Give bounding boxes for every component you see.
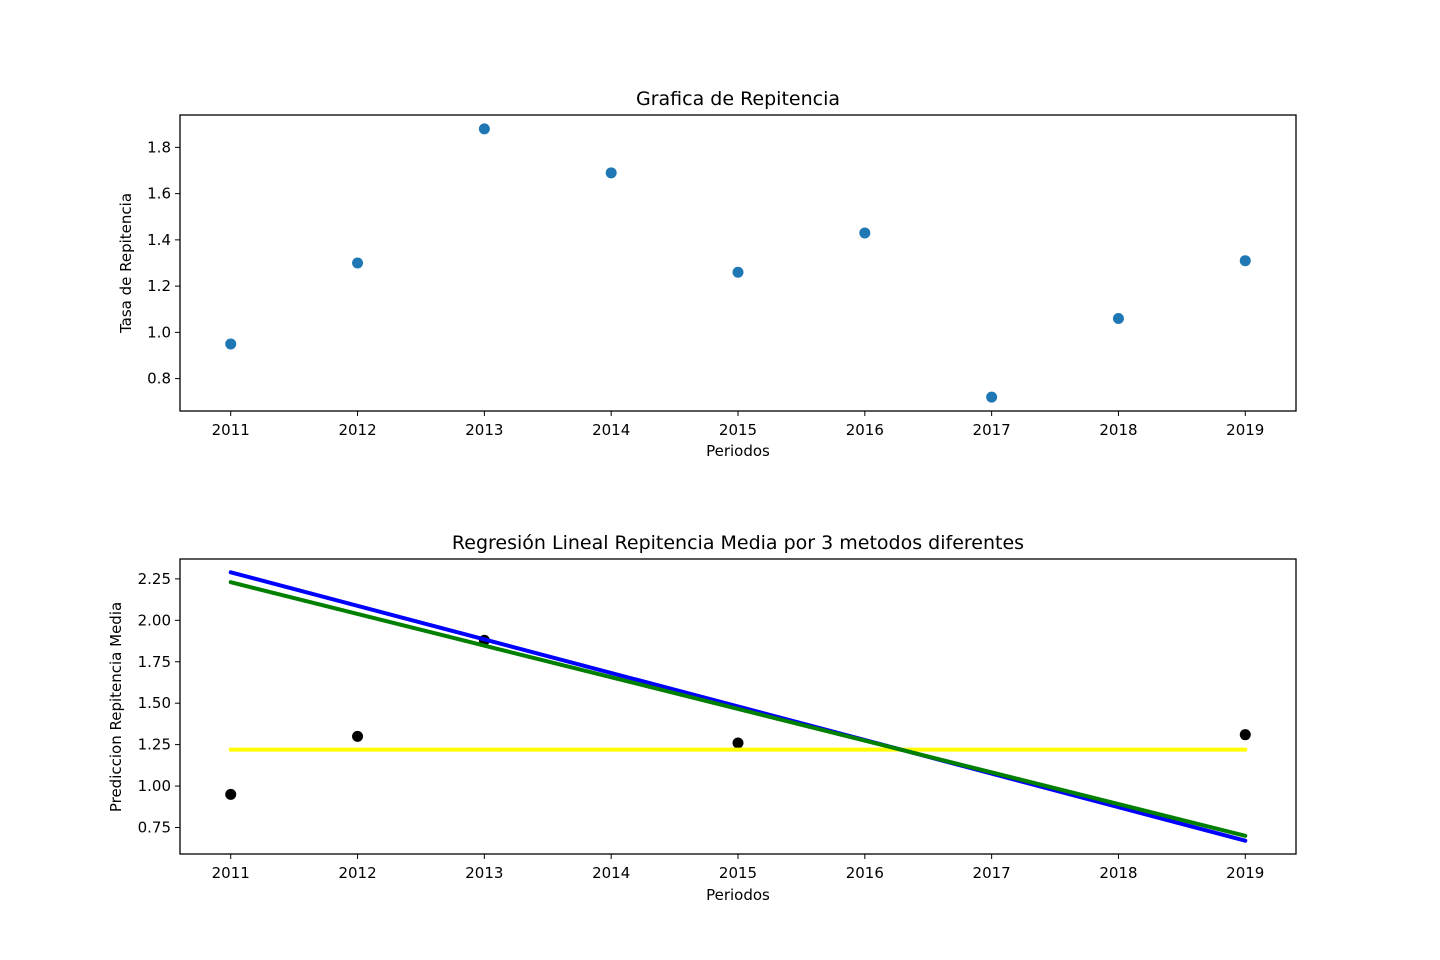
y-tick-label: 1.00 bbox=[138, 777, 171, 795]
data-point bbox=[352, 730, 364, 742]
y-tick-label: 2.00 bbox=[138, 611, 171, 629]
y-tick-label: 1.4 bbox=[147, 231, 171, 249]
y-tick-label: 1.0 bbox=[147, 323, 171, 341]
x-tick-label: 2018 bbox=[1099, 864, 1137, 882]
y-tick-label: 1.25 bbox=[138, 736, 171, 754]
x-tick-label: 2016 bbox=[846, 864, 884, 882]
y-axis-label: Tasa de Repitencia bbox=[117, 193, 135, 334]
scatter-point bbox=[1239, 255, 1251, 267]
scatter-point bbox=[732, 266, 744, 278]
y-tick-label: 2.25 bbox=[138, 570, 171, 588]
chart-title: Grafica de Repitencia bbox=[636, 88, 840, 110]
x-axis-label: Periodos bbox=[706, 886, 770, 904]
y-tick-label: 1.75 bbox=[138, 653, 171, 671]
x-axis-ticks: 2011 2012 2013 2014 2015 2016 2017 2018 2019 bbox=[212, 411, 1264, 439]
plot-area bbox=[225, 570, 1251, 843]
plot-frame bbox=[179, 114, 1297, 412]
y-axis-label: Prediccion Repitencia Media bbox=[107, 602, 125, 812]
y-tick-label: 0.8 bbox=[147, 370, 171, 388]
scatter-point bbox=[986, 391, 998, 403]
y-tick-label: 1.2 bbox=[147, 277, 171, 295]
x-tick-label: 2012 bbox=[338, 864, 376, 882]
scatter-point bbox=[478, 123, 490, 135]
scatter-point bbox=[859, 227, 871, 239]
y-axis-ticks: 0.75 1.00 1.25 1.50 1.75 2.00 2.25 bbox=[138, 570, 180, 836]
x-tick-label: 2015 bbox=[719, 864, 757, 882]
x-tick-label: 2019 bbox=[1226, 421, 1264, 439]
scatter-point bbox=[605, 167, 617, 179]
x-axis-label: Periodos bbox=[706, 442, 770, 460]
data-point bbox=[225, 788, 237, 800]
x-tick-label: 2016 bbox=[846, 421, 884, 439]
x-tick-label: 2017 bbox=[973, 421, 1011, 439]
regression-line-blue bbox=[228, 570, 1248, 843]
repitencia-scatter-chart: Grafica de Repitencia 2011 2012 2013 2014 20… bbox=[117, 88, 1297, 460]
x-tick-label: 2011 bbox=[212, 421, 250, 439]
y-axis-ticks: 0.8 1.0 1.2 1.4 1.6 1.8 bbox=[147, 138, 180, 388]
y-tick-label: 0.75 bbox=[138, 818, 171, 836]
x-tick-label: 2014 bbox=[592, 864, 630, 882]
y-tick-label: 1.50 bbox=[138, 694, 171, 712]
scatter-point bbox=[225, 338, 237, 350]
scatter-point bbox=[352, 257, 364, 269]
x-tick-label: 2013 bbox=[465, 864, 503, 882]
data-point bbox=[1239, 729, 1251, 741]
y-tick-label: 1.6 bbox=[147, 185, 171, 203]
data-point bbox=[732, 737, 744, 749]
x-tick-label: 2012 bbox=[338, 421, 376, 439]
x-tick-label: 2019 bbox=[1226, 864, 1264, 882]
x-tick-label: 2015 bbox=[719, 421, 757, 439]
x-axis-ticks: 2011 2012 2013 2014 2015 2016 2017 2018 2019 bbox=[212, 854, 1264, 882]
regression-line-green bbox=[228, 580, 1248, 838]
x-tick-label: 2011 bbox=[212, 864, 250, 882]
x-tick-label: 2017 bbox=[973, 864, 1011, 882]
x-tick-label: 2018 bbox=[1099, 421, 1137, 439]
x-tick-label: 2013 bbox=[465, 421, 503, 439]
scatter-point bbox=[1112, 313, 1124, 324]
plot-area bbox=[225, 123, 1251, 403]
chart-title: Regresión Lineal Repitencia Media por 3 … bbox=[452, 532, 1024, 554]
y-tick-label: 1.8 bbox=[147, 138, 171, 156]
regression-chart: Regresión Lineal Repitencia Media por 3 … bbox=[107, 532, 1297, 904]
x-tick-label: 2014 bbox=[592, 421, 630, 439]
